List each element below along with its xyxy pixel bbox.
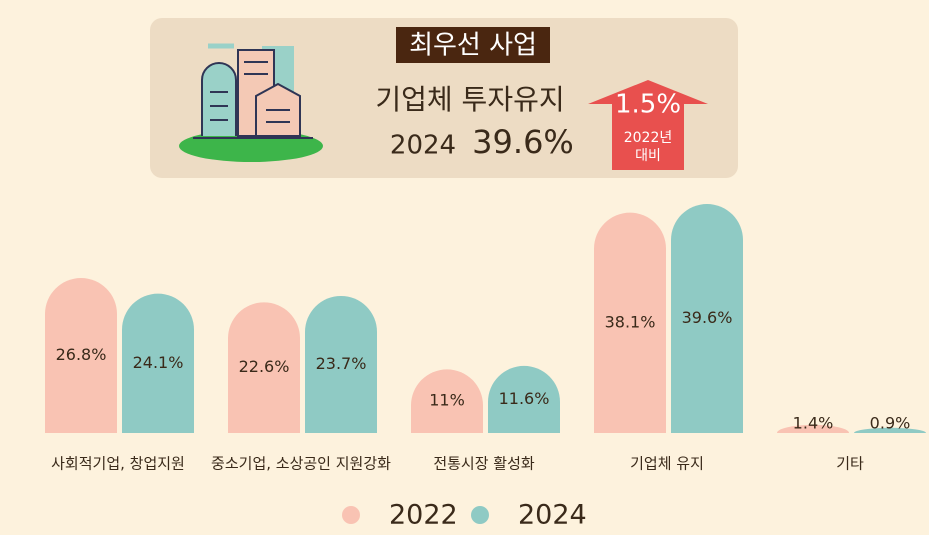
x-tick-label: 사회적기업, 창업지원 xyxy=(51,455,185,473)
legend-label: 2024 xyxy=(518,500,587,531)
change: 1.5% xyxy=(615,90,681,120)
value-label: 11% xyxy=(429,391,465,410)
up-arrow xyxy=(588,80,708,170)
building-icon xyxy=(179,43,323,162)
x-tick-label: 중소기업, 소상공인 지원강화 xyxy=(211,455,391,473)
value: 39.6% xyxy=(472,123,574,161)
x-tick-label: 전통시장 활성화 xyxy=(433,455,535,473)
bar xyxy=(854,427,926,433)
value-label: 23.7% xyxy=(316,354,367,373)
bar xyxy=(411,369,483,433)
value-label: 0.9% xyxy=(870,414,911,433)
year: 2024 xyxy=(390,131,456,161)
bar xyxy=(777,424,849,433)
value-label: 38.1% xyxy=(605,312,656,331)
legend-swatch xyxy=(471,506,489,524)
value-label: 22.6% xyxy=(239,357,290,376)
bar xyxy=(122,293,194,433)
badge: 최우선 사업 xyxy=(409,31,537,61)
compare-word: 대비 xyxy=(635,148,661,164)
bar xyxy=(305,295,377,433)
bar xyxy=(488,365,560,433)
badge-box xyxy=(396,27,550,63)
bar xyxy=(594,212,666,433)
compare-year: 2022년 xyxy=(624,130,673,146)
bar xyxy=(45,278,117,433)
bar xyxy=(671,204,743,433)
value-label: 1.4% xyxy=(793,414,834,433)
title: 기업체 투자유지 xyxy=(375,83,564,116)
value-label: 39.6% xyxy=(682,308,733,327)
header-card: 최우선 사업 기업체 투자유지 2024 39.6% 1.5% 2022년 대비 xyxy=(150,18,738,178)
legend-label: 2022 xyxy=(389,500,458,531)
bar xyxy=(228,302,300,433)
legend-swatch xyxy=(342,506,360,524)
value-label: 26.8% xyxy=(56,345,107,364)
x-tick-label: 기타 xyxy=(836,455,864,473)
value-label: 11.6% xyxy=(499,389,550,408)
value-label: 24.1% xyxy=(133,353,184,372)
x-tick-label: 기업체 유지 xyxy=(630,455,704,473)
